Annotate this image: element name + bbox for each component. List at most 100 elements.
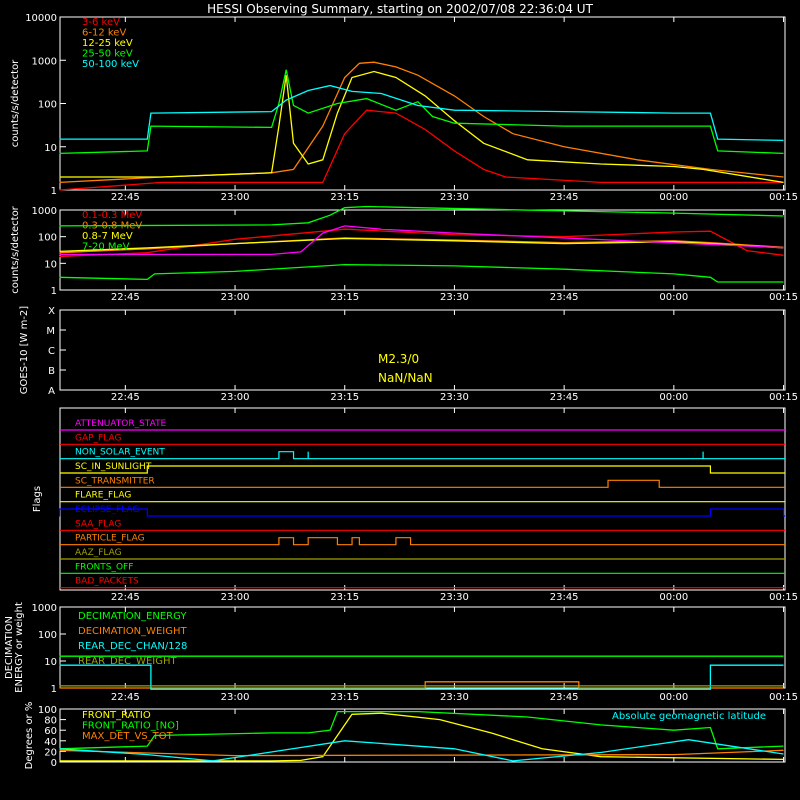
decimation-xtick-label-3: 23:30 <box>440 692 469 703</box>
flags-xtick-label-2: 23:15 <box>330 592 359 603</box>
hi_energy-legend-2: 0.8-7 MeV <box>82 231 133 242</box>
flag-label-7: SAA_FLAG <box>75 519 121 529</box>
hi_energy-xtick-label-6: 00:15 <box>769 292 798 303</box>
decimation-ytick-label-2: 100 <box>38 630 57 641</box>
goes-xtick-label-6: 00:15 <box>769 392 798 403</box>
hi_energy-legend-0: 0.1-0.3 MeV <box>82 210 142 221</box>
chart-title: HESSI Observing Summary, starting on 200… <box>207 2 593 16</box>
decimation-ytick-label-3: 1000 <box>32 603 57 614</box>
lo_energy-xtick-label-3: 23:30 <box>440 192 469 203</box>
decimation-series-line-2 <box>59 664 784 690</box>
lo_energy-frame <box>59 16 786 191</box>
lo_energy-ytick-label-2: 100 <box>38 100 57 111</box>
decimation-ylabel-1: ENERGY or weight <box>14 602 25 693</box>
decimation-legend-3: REAR_DEC_WEIGHT <box>78 656 177 667</box>
lo_energy-series-line-1 <box>59 61 784 184</box>
panels-group: 22:45 23:00 23:15 23:30 23:45 00:00 00:15 1 10 10… <box>4 13 798 769</box>
ratios-ytick-label-0: 0 <box>51 758 57 769</box>
flags-xtick-label-4: 23:45 <box>550 592 579 603</box>
decimation-xtick-label-0: 22:45 <box>111 692 140 703</box>
flags-xtick-label-3: 23:30 <box>440 592 469 603</box>
flag-label-0: ATTENUATOR_STATE <box>75 419 167 429</box>
decimation-ylabel-0: DECIMATION <box>4 616 15 679</box>
lo_energy-legend-0: 3-6 keV <box>82 17 120 28</box>
flag-label-9: AAZ_FLAG <box>75 548 122 558</box>
ratios-ytick-label-1: 20 <box>44 747 57 758</box>
flag-line-8 <box>60 537 785 546</box>
hi_energy-ytick-label-3: 1000 <box>32 206 57 217</box>
hi_energy-ytick-label-2: 100 <box>38 233 57 244</box>
lo_energy-xtick-label-4: 23:45 <box>550 192 579 203</box>
goes-ytick-label-2: C <box>48 346 55 357</box>
lo_energy-series-line-0 <box>59 109 784 191</box>
lo_energy-xtick-label-5: 00:00 <box>659 192 688 203</box>
flag-label-10: FRONTS_OFF <box>75 562 133 572</box>
hi_energy-legend-3: 7-20 MeV <box>82 242 130 253</box>
lo_energy-xtick-label-0: 22:45 <box>111 192 140 203</box>
hi_energy-xtick-label-5: 00:00 <box>659 292 688 303</box>
hi_energy-xtick-label-1: 23:00 <box>221 292 250 303</box>
lo_energy-ytick-label-3: 1000 <box>32 56 57 67</box>
lo_energy-xtick-label-1: 23:00 <box>221 192 250 203</box>
ratios-series-line-3 <box>59 739 784 762</box>
lo_energy-legend-4: 50-100 keV <box>82 59 139 70</box>
hi_energy-series-line-2 <box>59 237 784 253</box>
lo_energy-ylabel-0: counts/s/detector <box>10 59 21 147</box>
flag-label-2: NON_SOLAR_EVENT <box>75 448 165 458</box>
ratios-right-annotation: Absolute geomagnetic latitude <box>612 711 766 722</box>
ratios-ytick-label-5: 100 <box>38 705 57 716</box>
flags-xtick-label-6: 00:15 <box>769 592 798 603</box>
decimation-xtick-label-4: 23:45 <box>550 692 579 703</box>
ratios-series-line-1 <box>59 710 784 750</box>
hi_energy-frame <box>59 209 786 291</box>
lo_energy-legend-1: 6-12 keV <box>82 28 126 39</box>
flag-line-2 <box>60 451 785 460</box>
ratios-ytick-label-4: 80 <box>44 716 57 727</box>
goes-ytick-label-3: M <box>46 326 55 337</box>
lo_energy-series-line-3 <box>59 69 784 155</box>
ratios-ytick-label-3: 60 <box>44 726 57 737</box>
flags-xtick-label-1: 23:00 <box>221 592 250 603</box>
decimation-series-line-1 <box>59 681 784 689</box>
decimation-legend-2: REAR_DEC_CHAN/128 <box>78 641 187 652</box>
ratios-ytick-label-2: 40 <box>44 737 57 748</box>
flags-ylabel-0: Flags <box>32 486 43 512</box>
ratios-frame <box>59 708 786 763</box>
flag-line-4 <box>60 479 785 488</box>
flags-frame <box>59 407 786 591</box>
hi_energy-ytick-label-0: 1 <box>51 286 57 297</box>
decimation-legend-0: DECIMATION_ENERGY <box>78 611 187 622</box>
flag-label-11: BAD_PACKETS <box>75 577 139 587</box>
ratios-legend-0: FRONT_RATIO <box>82 710 151 721</box>
lo_energy-ytick-label-1: 10 <box>44 143 57 154</box>
flag-line-6 <box>58 508 785 517</box>
hi_energy-xtick-label-2: 23:15 <box>330 292 359 303</box>
goes-ytick-label-1: B <box>48 366 55 377</box>
hi_energy-ytick-label-1: 10 <box>44 259 57 270</box>
lo_energy-legend-3: 25-50 keV <box>82 49 133 60</box>
ratios-ylabel-0: Degrees or % <box>24 702 35 770</box>
decimation-xtick-label-1: 23:00 <box>221 692 250 703</box>
lo_energy-series-line-4 <box>59 84 784 142</box>
flag-label-5: FLARE_FLAG <box>75 491 131 501</box>
goes-ylabel-0: GOES-10 [W m-2] <box>19 306 30 394</box>
decimation-ytick-label-1: 10 <box>44 657 57 668</box>
ratios-legend-1: FRONT_RATIO_[NO] <box>82 721 179 732</box>
flag-label-3: SC_IN_SUNLIGHT <box>75 462 152 472</box>
flag-line-3 <box>60 465 785 474</box>
goes-xtick-label-1: 23:00 <box>221 392 250 403</box>
decimation-legend-1: DECIMATION_WEIGHT <box>78 626 187 637</box>
flag-label-4: SC_TRANSMITTER <box>75 476 155 486</box>
flag-label-1: GAP_FLAG <box>75 433 121 443</box>
decimation-xtick-label-2: 23:15 <box>330 692 359 703</box>
lo_energy-xtick-label-2: 23:15 <box>330 192 359 203</box>
hi_energy-xtick-label-4: 23:45 <box>550 292 579 303</box>
goes-annotation-1: NaN/NaN <box>378 371 433 385</box>
lo_energy-legend-2: 12-25 keV <box>82 38 133 49</box>
goes-xtick-label-3: 23:30 <box>440 392 469 403</box>
decimation-xtick-label-6: 00:15 <box>769 692 798 703</box>
hi_energy-ylabel-0: counts/s/detector <box>10 205 21 293</box>
goes-xtick-label-4: 23:45 <box>550 392 579 403</box>
lo_energy-xtick-label-6: 00:15 <box>769 192 798 203</box>
